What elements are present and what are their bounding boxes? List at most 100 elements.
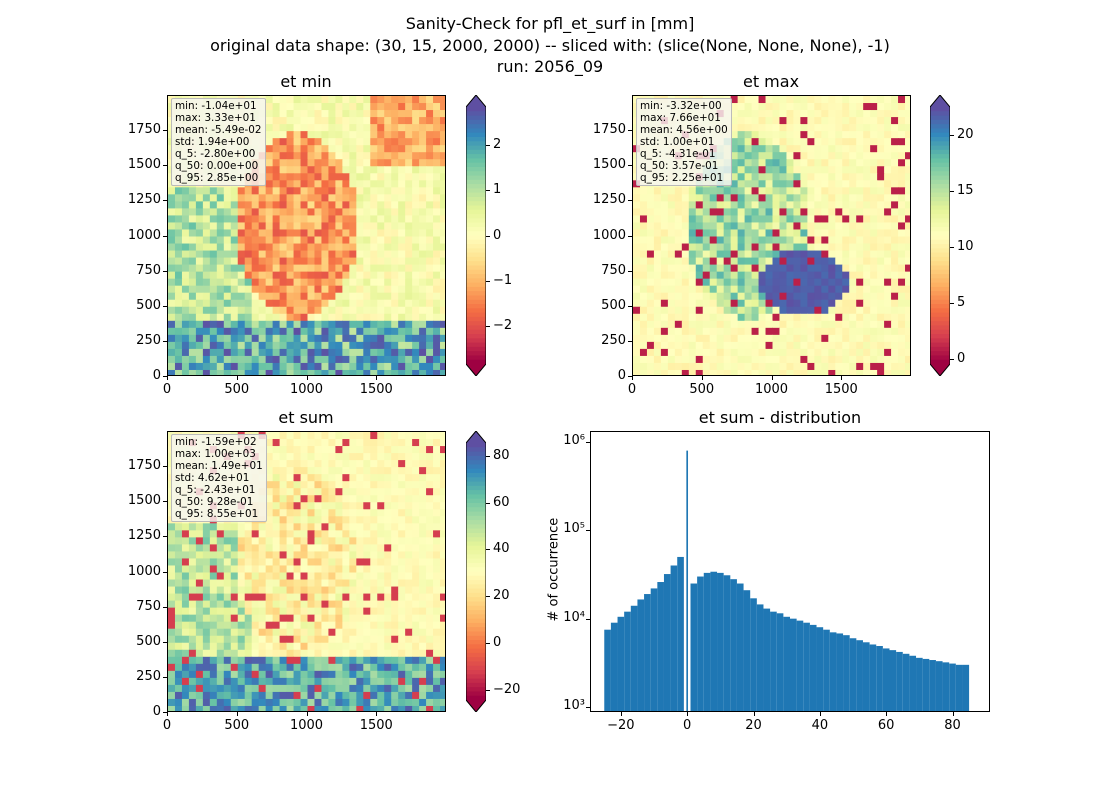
heatmap-cell	[188, 313, 197, 322]
heatmap-cell	[244, 537, 253, 545]
heatmap-cell	[279, 362, 288, 371]
heatmap-cell	[842, 341, 850, 350]
heatmap-cell	[363, 698, 371, 707]
heatmap-cell	[849, 257, 857, 266]
heatmap-cell	[681, 369, 690, 375]
heatmap-cell	[412, 642, 420, 651]
heatmap-cell	[674, 215, 683, 223]
heatmap-cell	[188, 544, 197, 552]
heatmap-cell	[181, 628, 190, 637]
heatmap-cell	[765, 334, 773, 343]
heatmap-cell	[828, 327, 836, 336]
heatmap-cell	[405, 600, 413, 609]
heatmap-cell	[230, 670, 239, 679]
heatmap-cell	[821, 131, 829, 139]
heatmap-cell	[772, 229, 780, 237]
heatmap-cell	[363, 145, 371, 153]
heatmap-cell	[905, 131, 910, 139]
colorbar-segment	[930, 329, 950, 335]
heatmap-cell	[384, 327, 392, 336]
heatmap-cell	[370, 271, 378, 280]
heatmap-cell	[891, 229, 899, 237]
heatmap-cell	[342, 131, 350, 139]
colorbar-segment	[466, 338, 486, 344]
heatmap-cell	[821, 362, 829, 371]
heatmap-cell	[209, 705, 218, 711]
colorbar-segment	[466, 132, 486, 138]
heatmap-cell	[440, 551, 445, 559]
heatmap-cell	[265, 649, 274, 658]
heatmap-cell	[188, 572, 197, 581]
heatmap-cell	[405, 187, 413, 195]
heatmap-cell	[384, 124, 392, 132]
heatmap-cell	[202, 355, 211, 364]
heatmap-cell	[342, 586, 350, 595]
heatmap-cell	[856, 145, 864, 153]
heatmap-cell	[884, 348, 892, 357]
heatmap-cell	[328, 642, 336, 651]
heatmap-cell	[405, 138, 413, 146]
heatmap-cell	[286, 698, 295, 707]
heatmap-cell	[863, 229, 871, 237]
heatmap-cell	[258, 523, 267, 531]
heatmap-cell	[300, 124, 308, 132]
heatmap-cell	[660, 348, 669, 357]
heatmap-cell	[377, 180, 385, 188]
heatmap-cell	[300, 138, 308, 146]
heatmap-cell	[370, 145, 378, 153]
heatmap-cell	[335, 362, 343, 371]
heatmap-cell	[828, 222, 836, 230]
heatmap-cell	[433, 684, 441, 693]
heatmap-cell	[202, 705, 211, 711]
heatmap-cell	[814, 278, 822, 287]
heatmap-cell	[356, 586, 364, 595]
heatmap-cell	[730, 355, 739, 364]
heatmap-cell	[905, 229, 910, 237]
heatmap-cell	[377, 201, 385, 209]
heatmap-cell	[335, 481, 343, 489]
heatmap-cell	[905, 215, 910, 223]
heatmap-cell	[174, 285, 183, 294]
heatmap-cell	[328, 677, 336, 686]
colorbar-segment	[930, 286, 950, 292]
heatmap-cell	[356, 530, 364, 538]
heatmap-cell	[230, 201, 239, 209]
heatmap-cell	[174, 278, 183, 287]
heatmap-cell	[307, 138, 315, 146]
heatmap-cell	[356, 460, 364, 468]
heatmap-cell	[237, 341, 246, 350]
heatmap-cell	[842, 243, 850, 252]
heatmap-cell	[646, 243, 655, 252]
heatmap-cell	[856, 369, 864, 375]
heatmap-cell	[244, 271, 253, 280]
heatmap-cell	[391, 334, 399, 343]
heatmap-cell	[377, 460, 385, 468]
heatmap-cell	[342, 222, 350, 230]
heatmap-cell	[335, 642, 343, 651]
heatmap-cell	[321, 446, 329, 454]
heatmap-cell	[251, 250, 260, 259]
heatmap-cell	[653, 327, 662, 336]
colorbar-segment	[466, 124, 486, 130]
heatmap-cell	[419, 565, 427, 573]
heatmap-cell	[384, 593, 392, 602]
heatmap-cell	[195, 229, 204, 237]
heatmap-cell	[828, 362, 836, 371]
heatmap-cell	[181, 327, 190, 336]
heatmap-cell	[870, 145, 878, 153]
heatmap-cell	[835, 250, 843, 259]
heatmap-cell	[181, 243, 190, 252]
heatmap-cell	[286, 145, 295, 153]
heatmap-cell	[335, 537, 343, 545]
heatmap-cell	[877, 243, 885, 252]
heatmap-cell	[667, 341, 676, 350]
heatmap-cell	[391, 467, 399, 475]
heatmap-cell	[272, 670, 281, 679]
heatmap-cell	[695, 208, 704, 216]
heatmap-cell	[398, 222, 406, 230]
heatmap-cell	[349, 677, 357, 686]
heatmap-cell	[314, 243, 322, 252]
heatmap-cell	[814, 250, 822, 259]
heatmap-cell	[363, 691, 371, 700]
heatmap-cell	[835, 348, 843, 357]
